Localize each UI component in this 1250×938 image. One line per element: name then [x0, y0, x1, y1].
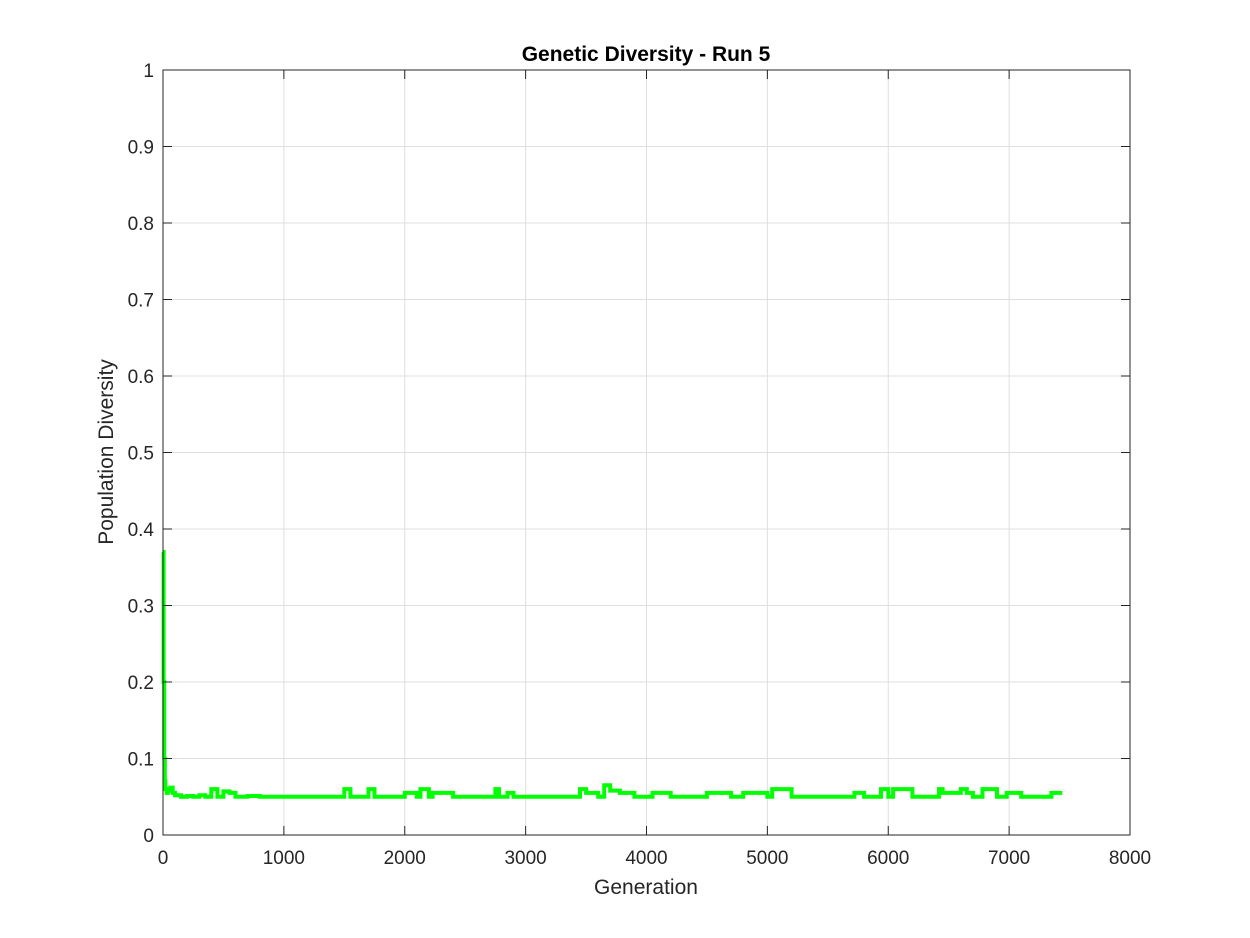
x-tick-label: 7000 [988, 848, 1030, 869]
x-tick-label: 8000 [1109, 848, 1151, 869]
data-series [161, 550, 1063, 799]
x-tick-label: 3000 [504, 848, 546, 869]
axis-ticks [162, 69, 1131, 836]
y-tick-label: 0.6 [128, 367, 154, 388]
y-tick-label: 0.2 [128, 673, 154, 694]
x-tick-labels: 0 1000 2000 3000 4000 5000 6000 7000 8000 [158, 848, 1151, 869]
x-tick-label: 1000 [263, 848, 305, 869]
y-tick-label: 0.4 [128, 520, 155, 541]
x-tick-label: 6000 [867, 848, 909, 869]
y-tick-label: 1 [143, 61, 154, 82]
x-tick-label: 4000 [625, 848, 667, 869]
x-tick-label: 0 [158, 848, 169, 869]
x-axis-label: Generation [594, 876, 698, 899]
x-tick-label: 5000 [746, 848, 788, 869]
y-tick-labels: 0 0.1 0.2 0.3 0.4 0.5 0.6 0.7 0.8 0.9 1 [128, 61, 155, 847]
y-axis-label: Population Diversity [95, 359, 118, 545]
y-tick-label: 0.5 [128, 444, 154, 465]
x-tick-label: 2000 [384, 848, 426, 869]
y-tick-label: 0.1 [128, 750, 154, 771]
grid-lines [162, 69, 1131, 836]
chart-title: Genetic Diversity - Run 5 [522, 43, 771, 66]
y-tick-label: 0.7 [128, 291, 154, 312]
y-tick-label: 0.9 [128, 138, 154, 159]
series-line [161, 550, 1063, 799]
y-tick-label: 0.8 [128, 214, 154, 235]
y-tick-label: 0 [143, 826, 154, 847]
y-tick-label: 0.3 [128, 597, 154, 618]
